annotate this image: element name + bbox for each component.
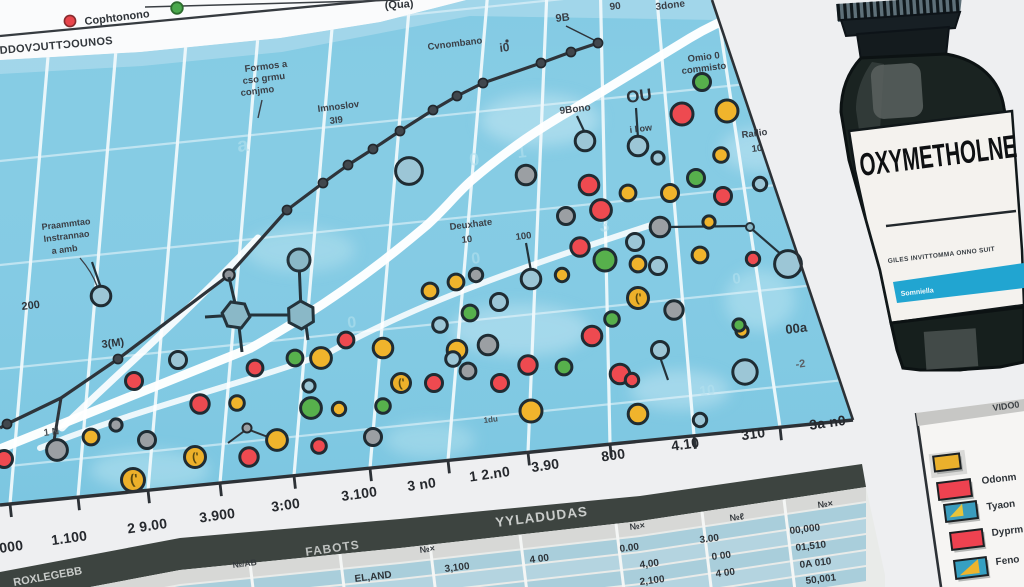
svg-text:3,100: 3,100 — [444, 561, 471, 575]
svg-text:№×: №× — [817, 498, 833, 510]
svg-text:Formos a: Formos a — [244, 59, 288, 75]
svg-text:(': (' — [191, 450, 200, 465]
svg-text:commisto: commisto — [681, 61, 727, 77]
svg-text:VIDO0: VIDO0 — [992, 399, 1020, 413]
svg-text:90: 90 — [609, 1, 622, 13]
svg-text:-2: -2 — [795, 358, 806, 371]
svg-text:0.00: 0.00 — [619, 542, 640, 555]
svg-text:a: a — [236, 134, 251, 157]
svg-text:Omio 0: Omio 0 — [687, 50, 720, 65]
svg-text:100: 100 — [515, 230, 532, 243]
svg-text:9Bono: 9Bono — [559, 102, 591, 117]
svg-text:0 00: 0 00 — [711, 550, 732, 563]
svg-text:3 n0: 3 n0 — [406, 474, 437, 494]
svg-text:3done: 3done — [655, 0, 686, 13]
svg-text:Imnoslov: Imnoslov — [317, 99, 360, 115]
svg-text:(Qua): (Qua) — [384, 0, 414, 12]
svg-text:01,510: 01,510 — [795, 539, 827, 554]
svg-text:(': (' — [397, 376, 406, 391]
svg-text:50,001: 50,001 — [805, 572, 837, 587]
svg-text:3.90: 3.90 — [530, 455, 560, 475]
svg-text:conjmo: conjmo — [240, 84, 275, 99]
svg-text:0: 0 — [470, 250, 481, 268]
svg-text:1du: 1du — [483, 414, 498, 425]
svg-text:3(M): 3(M) — [101, 336, 125, 351]
svg-text:00a: 00a — [785, 319, 809, 337]
svg-text:4 00: 4 00 — [715, 567, 736, 580]
svg-text:0A 010: 0A 010 — [799, 556, 832, 571]
svg-text:2,100: 2,100 — [639, 574, 666, 587]
svg-text:10: 10 — [461, 234, 473, 246]
svg-text:Railio: Railio — [741, 127, 768, 141]
svg-text:EL,AND: EL,AND — [354, 570, 392, 585]
svg-text:3:00: 3:00 — [270, 495, 301, 515]
svg-text:Dyprm: Dyprm — [991, 524, 1024, 539]
svg-text:000: 000 — [0, 537, 24, 556]
svg-text:3.100: 3.100 — [340, 483, 378, 504]
svg-text:i l ow: i l ow — [629, 122, 654, 135]
svg-text:10: 10 — [751, 143, 763, 155]
svg-text:a amb: a amb — [51, 243, 79, 256]
svg-text:(': (' — [129, 470, 139, 487]
svg-text:(': (' — [634, 291, 643, 306]
svg-text:0: 0 — [346, 314, 357, 332]
svg-text:3a n0: 3a n0 — [808, 412, 847, 433]
svg-text:10: 10 — [698, 381, 716, 399]
svg-text:310: 310 — [740, 424, 766, 443]
svg-text:4 00: 4 00 — [529, 553, 550, 566]
svg-text:cso grmu: cso grmu — [242, 71, 286, 87]
svg-text:i0: i0 — [499, 40, 511, 55]
svg-text:Deuxhate: Deuxhate — [449, 217, 493, 233]
svg-text:№/AB: №/AB — [232, 557, 257, 570]
svg-text:0: 0 — [731, 270, 741, 288]
svg-text:№×: №× — [629, 520, 645, 532]
svg-text:3.00: 3.00 — [699, 533, 720, 546]
svg-text:OU: OU — [625, 85, 653, 107]
svg-text:9B: 9B — [555, 11, 570, 25]
svg-text:1: 1 — [516, 144, 527, 162]
svg-text:Somniella: Somniella — [900, 287, 934, 298]
svg-text:1 N: 1 N — [43, 426, 60, 439]
svg-text:800: 800 — [600, 445, 626, 464]
svg-text:3I9: 3I9 — [329, 114, 343, 127]
svg-text:№×: №× — [419, 543, 435, 555]
svg-text:3.900: 3.900 — [198, 505, 236, 526]
svg-text:Feno: Feno — [995, 554, 1020, 568]
svg-text:4,00: 4,00 — [639, 558, 660, 571]
svg-text:2 9.00: 2 9.00 — [126, 515, 168, 536]
svg-text:200: 200 — [21, 299, 41, 313]
svg-text:0: 0 — [468, 149, 480, 170]
svg-text:00,000: 00,000 — [789, 522, 821, 537]
svg-text:Odonm: Odonm — [981, 472, 1017, 487]
svg-text:4.10: 4.10 — [670, 434, 700, 454]
svg-text:№ℓ: №ℓ — [729, 511, 745, 523]
svg-text:1 2.n0: 1 2.n0 — [468, 463, 511, 485]
svg-text:Tyaon: Tyaon — [986, 499, 1016, 513]
svg-text:1.100: 1.100 — [50, 527, 88, 548]
